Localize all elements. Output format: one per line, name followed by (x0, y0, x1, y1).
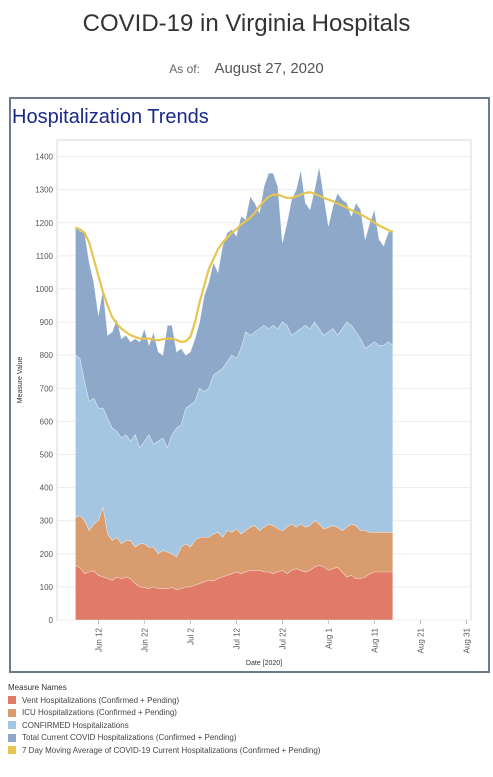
x-tick-label: Jun 12 (94, 627, 103, 652)
y-tick-label: 900 (40, 318, 54, 327)
y-tick-label: 0 (49, 616, 54, 625)
page-title: COVID-19 in Virginia Hospitals (82, 10, 411, 37)
legend-item: Total Current COVID Hospitalizations (Co… (8, 732, 320, 745)
series-vent-area (75, 564, 394, 621)
legend-item: Vent Hospitalizations (Confirmed + Pendi… (8, 694, 320, 707)
y-tick-label: 1100 (36, 252, 54, 261)
x-axis-label: Date [2020] (246, 660, 282, 667)
y-tick-label: 800 (40, 351, 54, 360)
legend-label: Vent Hospitalizations (Confirmed + Pendi… (22, 695, 180, 705)
legend-label: CONFIRMED Hospitalizations (22, 720, 129, 730)
legend-swatch (8, 733, 16, 742)
panel-title: Hospitalization Trends (12, 106, 209, 128)
y-tick-label: 400 (40, 484, 54, 493)
legend-item: CONFIRMED Hospitalizations (8, 719, 320, 732)
as-of-date: August 27, 2020 (214, 60, 324, 77)
as-of-label: As of: (169, 62, 200, 76)
y-tick-label: 300 (40, 517, 54, 526)
x-tick-label: Aug 1 (324, 627, 333, 648)
legend-label: Total Current COVID Hospitalizations (Co… (22, 733, 237, 743)
legend-label: ICU Hospitalizations (Confirmed + Pendin… (22, 708, 177, 718)
y-tick-label: 500 (40, 450, 54, 459)
x-tick-label: Jul 22 (278, 627, 287, 649)
y-tick-label: 600 (40, 417, 54, 426)
x-tick-label: Aug 11 (370, 627, 379, 652)
legend-item: ICU Hospitalizations (Confirmed + Pendin… (8, 707, 320, 720)
x-tick-label: Jun 22 (140, 627, 149, 652)
legend-items: Vent Hospitalizations (Confirmed + Pendi… (8, 694, 320, 757)
x-tick-label: Aug 31 (462, 627, 471, 653)
y-tick-label: 1200 (35, 219, 53, 228)
y-axis-label: Measure Value (17, 357, 24, 404)
x-tick-label: Jul 2 (186, 627, 195, 644)
y-tick-label: 1000 (35, 285, 53, 294)
legend-swatch (8, 696, 16, 705)
legend-label: 7 Day Moving Average of COVID-19 Current… (22, 745, 321, 755)
legend-swatch (8, 708, 16, 717)
y-tick-label: 1400 (35, 153, 53, 162)
legend-title: Measure Names (8, 683, 67, 692)
y-tick-label: 700 (40, 384, 54, 393)
legend-swatch (8, 746, 16, 755)
series-moving-average-line (75, 191, 394, 344)
y-tick-label: 100 (40, 583, 54, 592)
legend-swatch (8, 721, 16, 730)
x-tick-label: Jul 12 (232, 627, 241, 649)
legend: Measure Names Vent Hospitalizations (Con… (8, 683, 320, 757)
x-tick-label: Aug 21 (416, 627, 425, 653)
y-tick-label: 1300 (35, 186, 53, 195)
y-tick-label: 200 (40, 550, 54, 559)
legend-item: 7 Day Moving Average of COVID-19 Current… (8, 744, 320, 757)
as-of-row: As of: August 27, 2020 (0, 60, 493, 78)
